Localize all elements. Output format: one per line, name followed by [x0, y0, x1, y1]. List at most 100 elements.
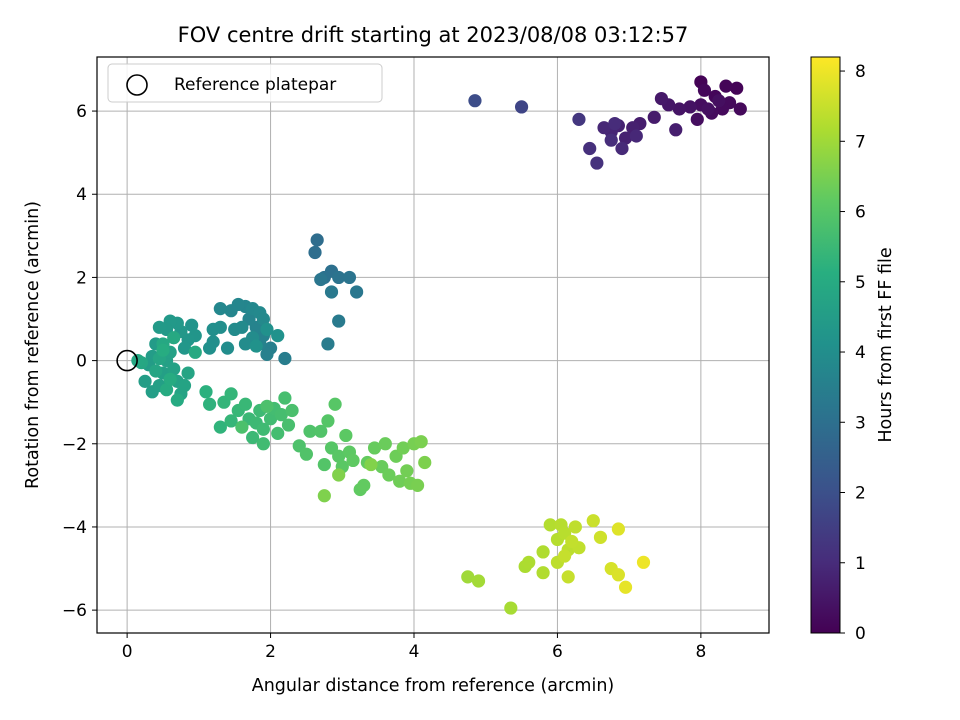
- data-point: [224, 304, 238, 318]
- data-point: [382, 468, 396, 482]
- colorbar-tick-label: 3: [855, 413, 866, 433]
- data-point: [181, 366, 195, 380]
- grid-lines: [97, 57, 769, 633]
- y-tick-label: 4: [76, 185, 87, 205]
- data-point: [690, 112, 704, 126]
- data-point: [597, 121, 611, 135]
- data-point: [321, 337, 335, 351]
- data-point: [350, 285, 364, 299]
- data-point: [367, 441, 382, 455]
- data-point: [271, 329, 285, 343]
- data-point: [536, 566, 550, 580]
- data-point: [235, 420, 249, 434]
- data-point: [167, 331, 181, 345]
- data-point: [149, 364, 163, 378]
- data-point: [260, 399, 274, 413]
- data-point: [213, 420, 227, 434]
- data-point: [224, 387, 238, 401]
- data-point: [339, 428, 353, 443]
- data-point: [321, 414, 335, 428]
- data-point: [400, 464, 414, 478]
- data-point: [199, 385, 213, 399]
- colorbar-tick-label: 5: [855, 273, 866, 293]
- colorbar-tick-label: 6: [855, 203, 866, 223]
- colorbar-title: Hours from first FF file: [876, 247, 896, 442]
- data-point: [565, 534, 579, 549]
- data-point: [471, 574, 486, 588]
- data-point: [228, 322, 242, 337]
- data-point: [159, 383, 174, 397]
- data-point: [730, 81, 744, 95]
- data-point: [271, 426, 285, 440]
- x-tick-label: 2: [265, 642, 276, 662]
- data-point: [701, 102, 715, 116]
- data-point: [278, 351, 292, 366]
- data-point: [138, 374, 152, 388]
- colorbar-tick-label: 2: [855, 484, 866, 504]
- data-point: [618, 580, 633, 594]
- data-point: [152, 320, 166, 334]
- data-point: [418, 455, 432, 470]
- data-point: [733, 102, 747, 116]
- data-point: [177, 378, 192, 393]
- data-point: [590, 156, 604, 170]
- colorbar-tick-label: 0: [855, 624, 866, 644]
- data-point: [647, 110, 661, 124]
- data-point: [364, 457, 378, 472]
- data-point: [504, 601, 518, 615]
- data-point: [314, 272, 328, 287]
- legend-marker: [126, 74, 148, 96]
- data-points: [131, 75, 747, 615]
- data-point: [256, 312, 270, 326]
- data-point: [163, 372, 177, 386]
- data-point: [263, 412, 278, 426]
- y-tick-label: −2: [62, 435, 87, 455]
- data-point: [712, 94, 726, 108]
- data-point: [308, 245, 322, 260]
- data-point: [672, 102, 686, 116]
- data-point: [213, 302, 227, 316]
- data-point: [683, 100, 697, 114]
- data-point: [410, 478, 425, 492]
- data-point: [561, 570, 575, 584]
- data-point: [224, 414, 238, 428]
- data-point: [281, 418, 296, 432]
- data-point: [202, 341, 217, 355]
- x-tick-label: 0: [122, 642, 133, 662]
- data-point: [636, 555, 651, 569]
- data-point: [586, 514, 600, 528]
- data-point: [332, 270, 346, 285]
- data-point: [220, 341, 235, 355]
- data-point: [543, 518, 557, 532]
- legend-box: [107, 63, 383, 103]
- reference-platepar-marker: [116, 349, 138, 372]
- data-point: [303, 424, 317, 438]
- data-point: [536, 545, 550, 559]
- y-axis-ticks: −6 −4 −2 0 2 4 6: [62, 102, 97, 621]
- data-point: [346, 453, 360, 468]
- data-point: [604, 133, 618, 147]
- data-point: [177, 341, 192, 355]
- legend: Reference platepar: [107, 63, 383, 103]
- data-point: [461, 570, 475, 584]
- data-point: [328, 397, 342, 411]
- x-tick-label: 8: [695, 642, 706, 662]
- y-tick-label: −4: [62, 518, 87, 538]
- y-tick-label: 2: [76, 268, 87, 288]
- data-point: [593, 530, 608, 544]
- data-point: [299, 447, 314, 461]
- colorbar-tick-label: 8: [855, 62, 866, 82]
- data-point: [332, 449, 346, 463]
- data-point: [629, 129, 643, 143]
- data-point: [332, 314, 346, 328]
- plot-frame: [96, 56, 770, 634]
- data-point: [697, 83, 712, 97]
- data-point: [206, 322, 220, 337]
- y-axis-title: Rotation from reference (arcmin): [23, 201, 43, 489]
- data-point: [202, 397, 217, 411]
- data-point: [414, 435, 428, 449]
- data-point: [188, 345, 202, 359]
- colorbar-tick-label: 4: [855, 343, 866, 363]
- colorbar: 0 1 2 3 4 5 6 7 8 Hours from first FF file: [810, 56, 896, 644]
